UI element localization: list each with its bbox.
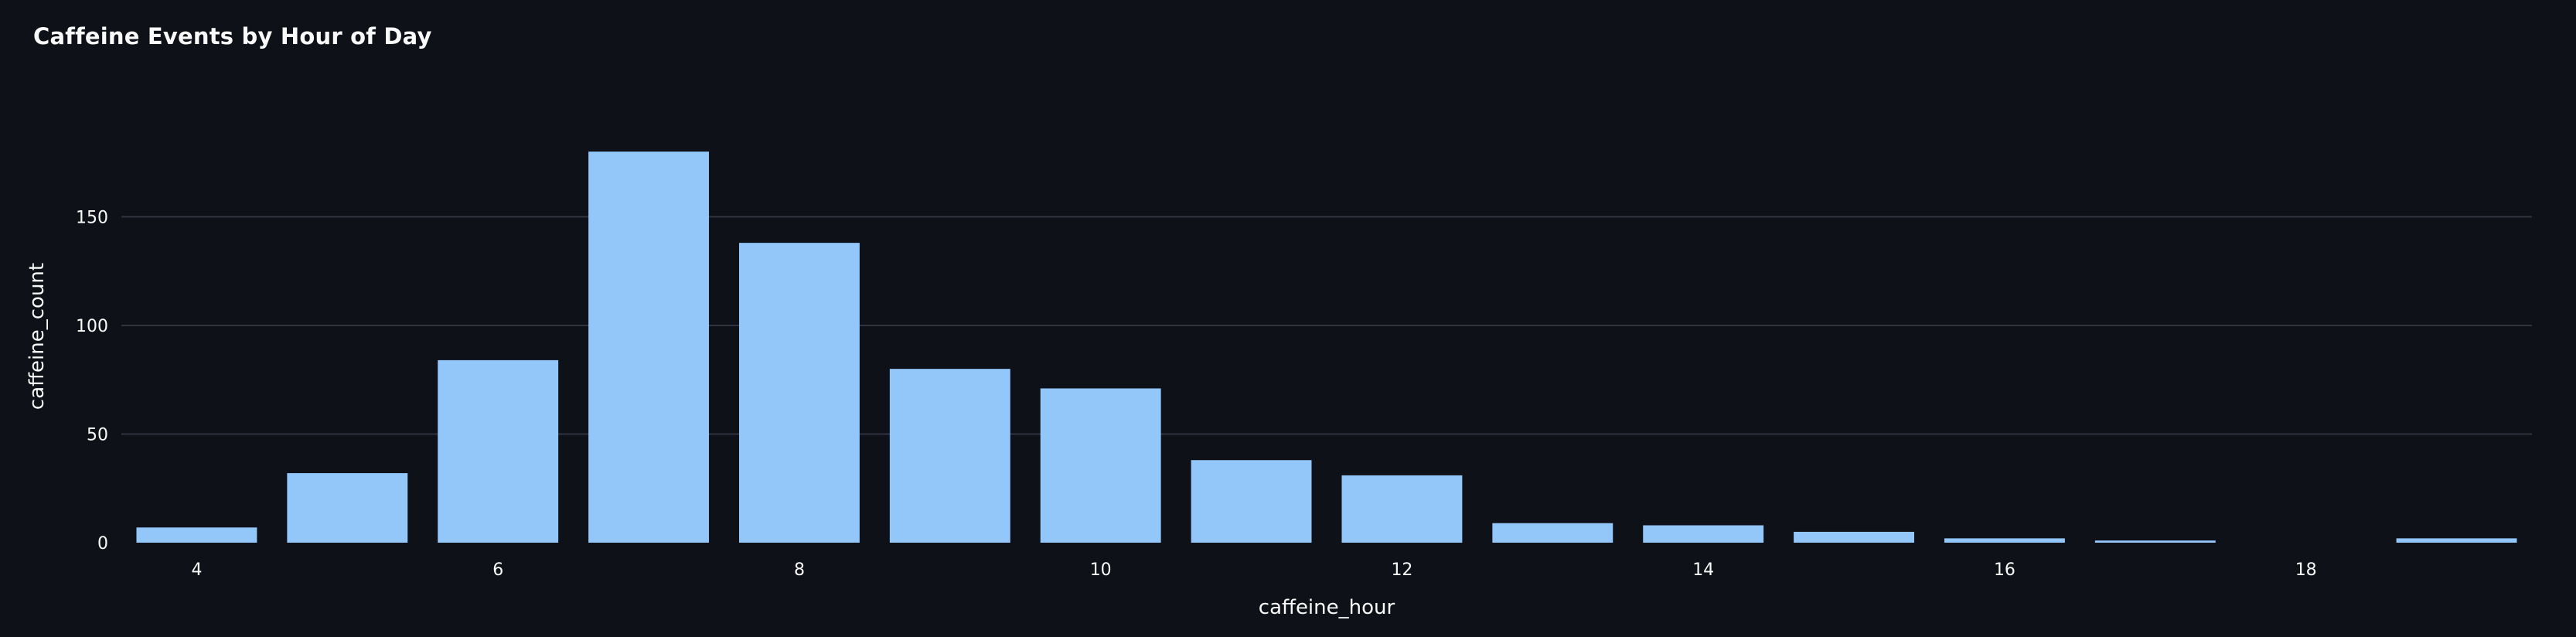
x-axis-ticks: 4 6 8 10 12 14 16 18 [191,560,2316,580]
bar-hour-7[interactable] [588,152,710,543]
bar-hour-16[interactable] [1944,538,2065,543]
x-tick-label: 18 [2295,560,2317,580]
bar-hour-11[interactable] [1191,460,1312,543]
bar-layer [136,152,2517,543]
y-axis-ticks: 0 50 100 150 [76,208,108,554]
bar-hour-12[interactable] [1341,475,1463,543]
bar-hour-10[interactable] [1040,388,1161,543]
x-axis-label: caffeine_hour [1259,596,1395,619]
bar-hour-13[interactable] [1492,523,1613,543]
bar-hour-15[interactable] [1794,531,1915,543]
y-tick-label: 50 [87,425,108,445]
x-tick-label: 8 [794,560,805,580]
x-tick-label: 12 [1391,560,1412,580]
x-tick-label: 10 [1090,560,1112,580]
x-tick-label: 16 [1994,560,2015,580]
bar-hour-4[interactable] [136,527,257,543]
y-tick-label: 150 [76,208,108,227]
bar-hour-5[interactable] [287,473,408,543]
bar-hour-6[interactable] [438,359,559,543]
bar-hour-19[interactable] [2396,538,2517,543]
x-tick-label: 4 [191,560,202,580]
chart-title: Caffeine Events by Hour of Day [33,23,432,49]
bar-hour-14[interactable] [1643,525,1764,543]
bar-hour-9[interactable] [889,369,1010,543]
x-tick-label: 6 [492,560,503,580]
bar-hour-8[interactable] [738,243,860,543]
y-tick-label: 100 [76,317,108,336]
y-axis-label: caffeine_count [26,263,49,410]
x-tick-label: 14 [1692,560,1714,580]
bar-hour-17[interactable] [2094,540,2216,543]
y-tick-label: 0 [97,534,108,554]
